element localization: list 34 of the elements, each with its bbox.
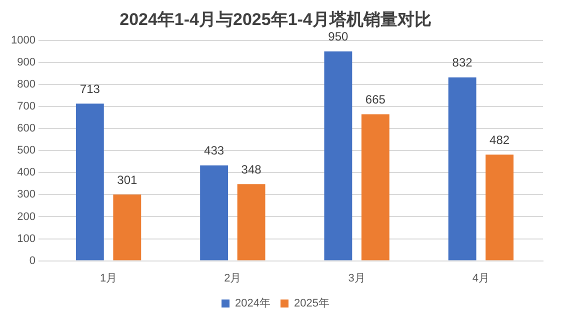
y-tick-label: 500: [17, 144, 36, 157]
bar: [200, 165, 228, 260]
bar: [361, 114, 390, 260]
data-label: 482: [490, 132, 510, 147]
y-tick-label: 600: [17, 122, 36, 135]
x-tick-label: 3月: [348, 272, 366, 284]
x-tick-label: 4月: [472, 272, 490, 284]
y-tick-label: 700: [17, 100, 36, 113]
bar: [113, 194, 142, 260]
x-tick-label: 1月: [100, 272, 118, 284]
x-tick-label: 2月: [224, 272, 242, 284]
bar: [237, 184, 266, 260]
bar: [324, 51, 352, 260]
data-label: 433: [204, 144, 224, 158]
y-tick-label: 0: [29, 254, 36, 267]
y-tick-label: 900: [17, 56, 36, 68]
chart-title: 2024年1-4月与2025年1-4月塔机销量对比: [120, 10, 432, 29]
bar: [486, 154, 514, 260]
y-tick-label: 100: [17, 232, 36, 245]
y-tick-label: 300: [17, 188, 36, 201]
data-label: 348: [241, 162, 262, 176]
data-label: 301: [117, 172, 138, 187]
legend-label: 2024年: [235, 298, 271, 310]
data-label: 832: [452, 56, 473, 70]
legend-label: 2025年: [294, 298, 330, 310]
y-tick-label: 200: [17, 210, 36, 223]
data-label: 950: [328, 30, 349, 44]
y-tick-label: 400: [17, 166, 36, 179]
data-label: 713: [80, 82, 100, 96]
y-tick-label: 1000: [10, 34, 36, 46]
data-label: 665: [365, 92, 386, 107]
y-tick-label: 800: [17, 78, 36, 91]
bar: [76, 104, 104, 260]
bar: [448, 77, 476, 260]
